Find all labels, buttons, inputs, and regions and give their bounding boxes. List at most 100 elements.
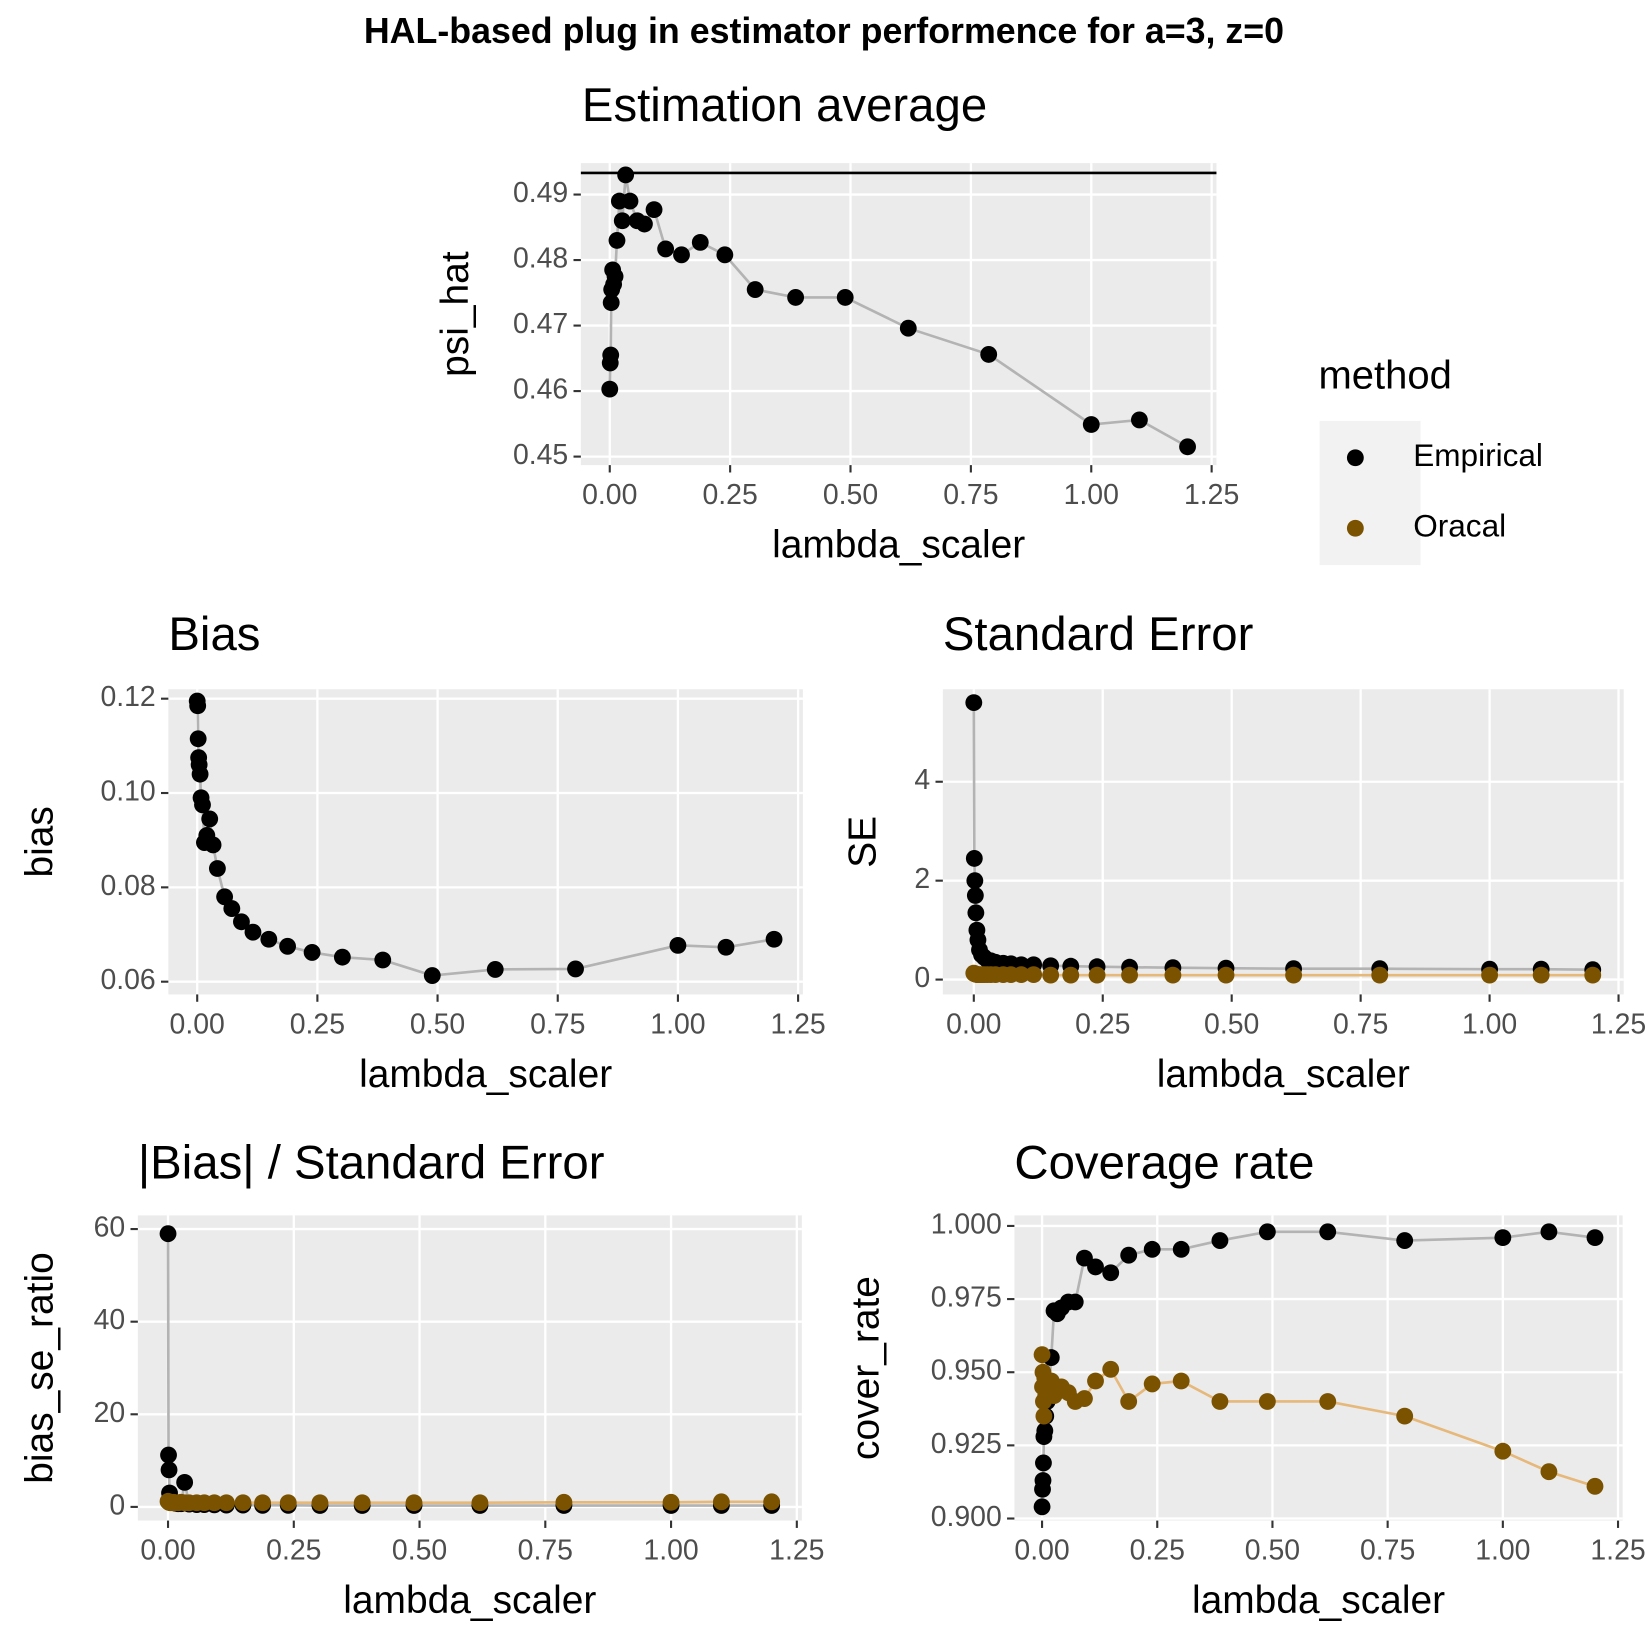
legend-label: Empirical	[1413, 437, 1543, 473]
data-point	[1036, 1422, 1054, 1440]
data-point	[1211, 1232, 1229, 1249]
panel-background	[942, 689, 1624, 995]
data-point	[244, 923, 262, 941]
data-point	[1087, 1372, 1104, 1390]
data-point	[1035, 1407, 1053, 1425]
y-axis-label: bias_se_ratio	[18, 1252, 61, 1484]
data-point	[260, 930, 278, 948]
panel-title: Estimation average	[582, 79, 987, 132]
data-point	[1102, 1360, 1120, 1378]
data-point	[1396, 1232, 1414, 1249]
data-point	[486, 961, 504, 978]
data-point	[645, 201, 663, 219]
data-point	[254, 1494, 272, 1512]
data-point	[471, 1494, 489, 1512]
legend-label: Oracal	[1413, 508, 1506, 544]
y-tick-label: 0.925	[931, 1428, 1002, 1460]
data-point	[965, 849, 983, 867]
x-axis-label: lambda_scaler	[1157, 1053, 1410, 1096]
data-point	[1062, 966, 1080, 984]
data-point	[602, 346, 620, 364]
panel-title: Standard Error	[943, 608, 1254, 661]
data-point	[966, 887, 984, 904]
data-point	[234, 1494, 252, 1512]
data-point	[1217, 966, 1235, 984]
x-tick-label: 0.75	[530, 1008, 585, 1040]
data-point	[233, 913, 250, 931]
data-point	[1034, 1472, 1052, 1489]
data-point	[374, 951, 392, 969]
data-point	[1172, 1240, 1190, 1258]
x-tick-label: 1.25	[769, 1535, 824, 1567]
y-tick-label: 20	[94, 1397, 126, 1429]
data-point	[1586, 1477, 1604, 1495]
x-tick-label: 0.00	[946, 1008, 1001, 1040]
data-point	[1172, 1372, 1190, 1390]
data-point	[836, 288, 854, 306]
x-tick-label: 0.00	[1014, 1535, 1069, 1567]
data-point	[899, 319, 917, 337]
data-point	[691, 233, 709, 251]
figure-title: HAL-based plug in estimator performence …	[364, 11, 1284, 51]
legend-marker	[1346, 519, 1364, 537]
panel-background	[580, 163, 1217, 466]
x-tick-label: 0.25	[266, 1535, 321, 1567]
data-point	[1540, 1463, 1558, 1481]
data-point	[223, 900, 241, 917]
x-tick-label: 0.00	[582, 479, 637, 511]
data-point	[1396, 1407, 1414, 1425]
data-point	[1179, 438, 1196, 456]
legend-title: method	[1319, 353, 1452, 397]
data-point	[555, 1493, 573, 1511]
data-point	[1494, 1229, 1512, 1247]
data-point	[1494, 1442, 1512, 1460]
x-tick-label: 0.75	[1333, 1008, 1388, 1040]
y-axis-label: SE	[841, 816, 884, 868]
data-point	[1025, 966, 1043, 984]
data-point	[1035, 1454, 1052, 1472]
x-tick-label: 0.25	[1130, 1535, 1185, 1567]
data-point	[1371, 966, 1389, 984]
y-tick-label: 0.10	[100, 776, 155, 808]
x-tick-label: 1.00	[643, 1535, 698, 1567]
data-point	[205, 1494, 223, 1512]
data-point	[208, 860, 226, 877]
data-point	[1033, 1498, 1051, 1516]
data-point	[717, 938, 735, 956]
x-tick-label: 0.50	[1245, 1535, 1300, 1567]
data-point	[405, 1494, 423, 1512]
y-axis-label: cover_rate	[844, 1276, 887, 1460]
data-point	[353, 1494, 371, 1512]
y-axis-label: bias	[18, 806, 61, 877]
data-point	[980, 345, 998, 363]
data-point	[606, 268, 624, 285]
x-tick-label: 1.25	[1184, 479, 1239, 511]
data-point	[1120, 1393, 1138, 1410]
y-tick-label: 40	[94, 1304, 126, 1336]
x-tick-label: 0.50	[392, 1535, 447, 1567]
x-tick-label: 0.75	[943, 479, 998, 511]
y-tick-label: 0	[109, 1489, 125, 1521]
x-tick-label: 1.25	[1590, 1535, 1645, 1567]
x-tick-label: 0.00	[140, 1535, 195, 1567]
data-point	[602, 294, 620, 312]
data-point	[279, 1494, 297, 1512]
data-point	[303, 944, 321, 961]
x-tick-label: 0.75	[518, 1535, 573, 1567]
panel-title: Bias	[168, 608, 260, 661]
data-point	[279, 937, 297, 955]
y-tick-label: 0.950	[931, 1355, 1002, 1387]
data-point	[1540, 1223, 1558, 1241]
data-point	[1130, 411, 1148, 429]
data-point	[1033, 1346, 1051, 1364]
panel-background	[137, 1215, 802, 1521]
x-tick-label: 0.50	[823, 479, 878, 511]
data-point	[1258, 1223, 1276, 1241]
data-point	[1586, 1229, 1604, 1247]
x-tick-label: 1.00	[1064, 479, 1119, 511]
x-tick-label: 0.50	[1204, 1008, 1259, 1040]
data-point	[617, 166, 635, 184]
x-tick-label: 0.25	[1075, 1008, 1130, 1040]
x-axis-label: lambda_scaler	[359, 1053, 612, 1096]
x-axis-label: lambda_scaler	[1192, 1579, 1445, 1622]
